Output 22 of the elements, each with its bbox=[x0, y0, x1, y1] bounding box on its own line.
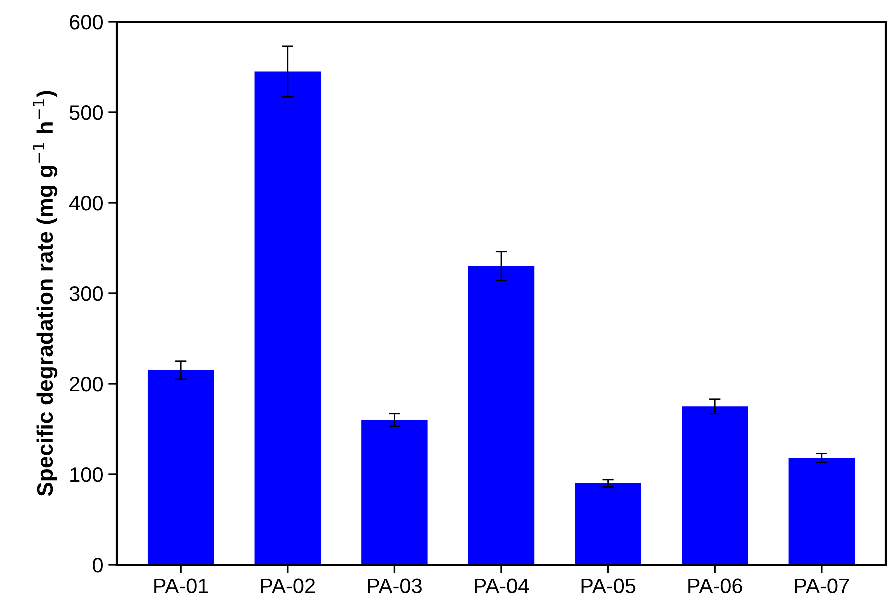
y-axis-title: Specific degradation rate (mg g$^{−1}$ h$^{−1}$) bbox=[33, 91, 58, 496]
y-tick-label: 200 bbox=[70, 377, 103, 392]
bar bbox=[254, 72, 321, 565]
bar bbox=[788, 458, 856, 565]
bar bbox=[148, 370, 214, 565]
x-tick-label: PA-02 bbox=[261, 578, 316, 594]
bar bbox=[468, 266, 535, 565]
x-tick-label: PA-04 bbox=[475, 578, 530, 594]
bar bbox=[362, 420, 428, 565]
bar bbox=[682, 406, 748, 565]
y-tick-label: 100 bbox=[70, 468, 103, 482]
x-tick-label: PA-05 bbox=[582, 578, 636, 594]
bar bbox=[575, 484, 642, 565]
x-tick-label: PA-03 bbox=[368, 578, 422, 594]
x-tick-label: PA-07 bbox=[795, 578, 850, 594]
y-tick-label: 500 bbox=[70, 106, 103, 120]
x-tick-label: PA-06 bbox=[688, 578, 742, 594]
y-tick-label: 400 bbox=[70, 196, 103, 211]
y-tick-label: 300 bbox=[70, 286, 103, 302]
x-tick-label: PA-01 bbox=[154, 578, 208, 594]
y-tick-label: 600 bbox=[70, 15, 103, 30]
y-tick-label: 0 bbox=[93, 558, 103, 573]
